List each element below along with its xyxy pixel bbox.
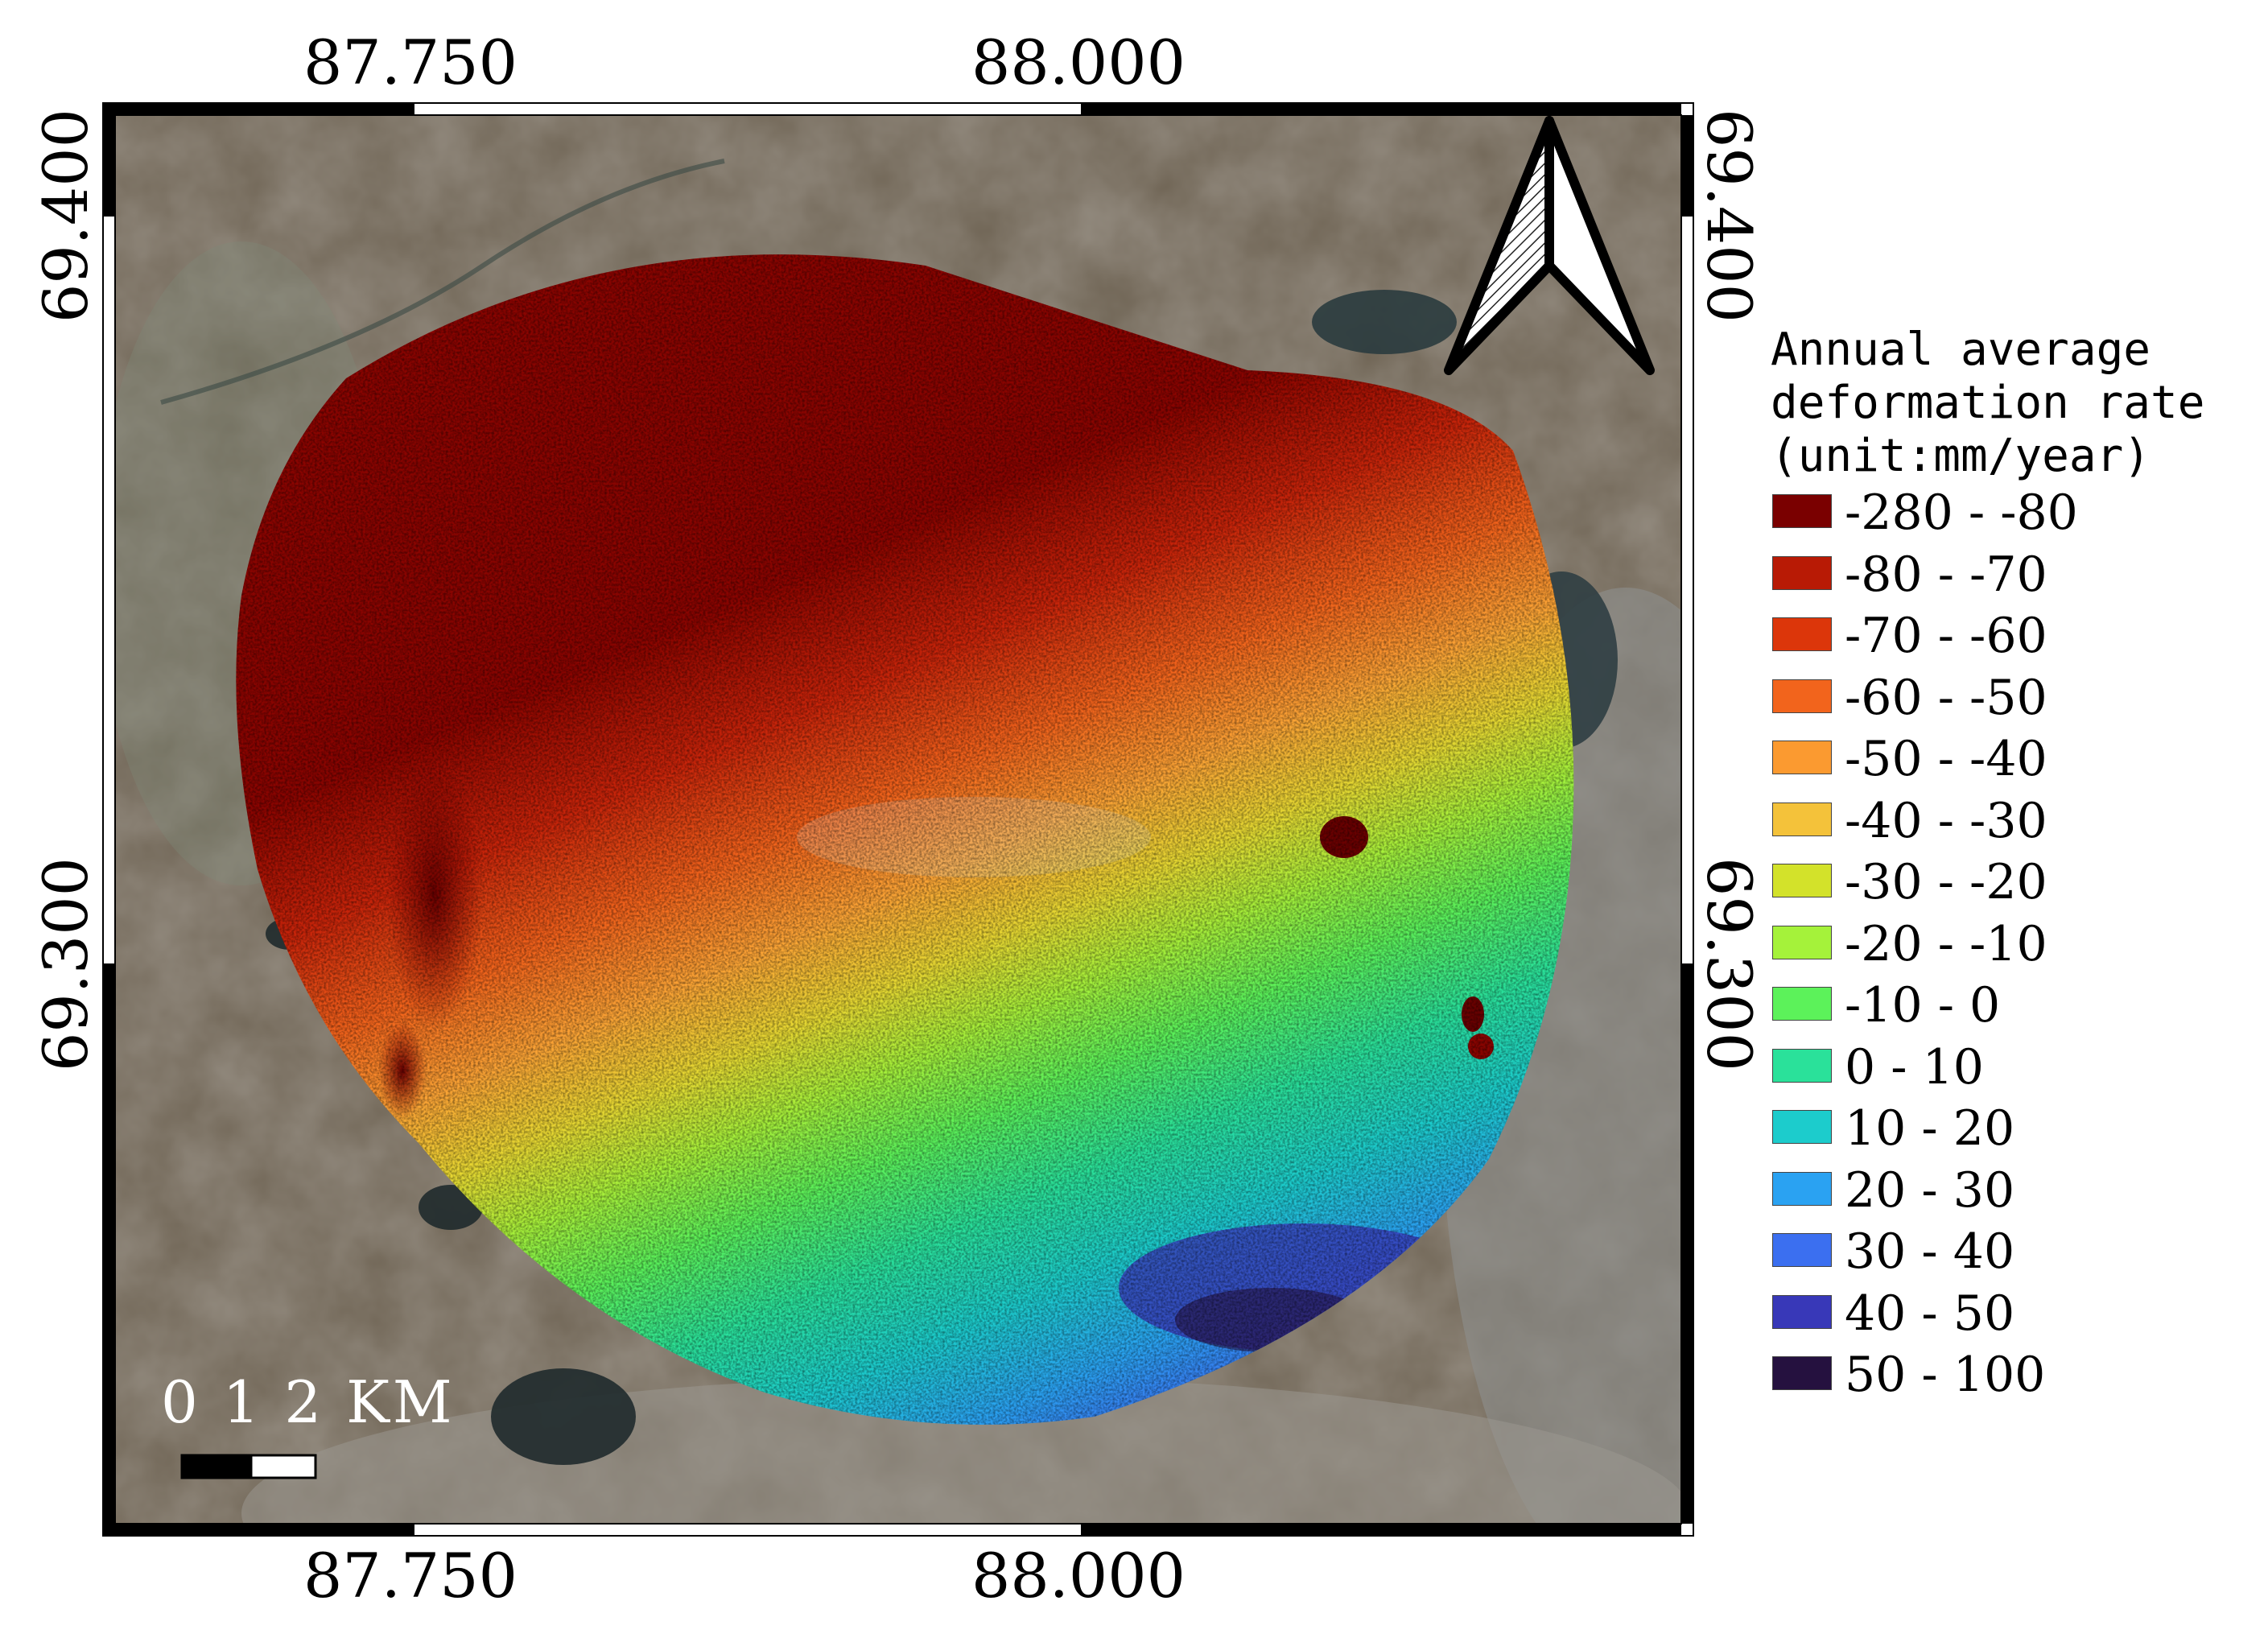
legend-item-label: -40 - -30 (1845, 792, 2047, 849)
legend-item-label: -30 - -20 (1845, 854, 2047, 910)
legend-items: -280 - -80 -80 - -70 -70 - -60 -60 - -50 -50… (1771, 485, 2262, 1403)
legend-item: -10 - 0 (1771, 977, 2254, 1034)
legend-item-label: -60 - -50 (1845, 669, 2047, 726)
left-tick-label: 69.300 (30, 857, 101, 1071)
legend-swatch (1772, 494, 1832, 528)
top-tick-label: 88.000 (971, 27, 1186, 98)
legend-swatch (1772, 802, 1832, 836)
right-tick-label: 69.400 (1693, 109, 1765, 323)
legend-item: 20 - 30 (1771, 1162, 2254, 1219)
legend-title-line: (unit:mm/year) (1771, 430, 2151, 482)
legend-item: -40 - -30 (1771, 793, 2254, 849)
legend-item: -30 - -20 (1771, 854, 2254, 910)
legend-item-label: 20 - 30 (1845, 1161, 2015, 1219)
legend-item: 50 - 100 (1771, 1347, 2254, 1403)
legend-swatch (1772, 1233, 1832, 1267)
map-frame (102, 102, 1694, 1537)
legend-swatch (1772, 555, 1832, 590)
legend-item-label: -280 - -80 (1845, 485, 2078, 541)
legend-item: -50 - -40 (1771, 731, 2254, 787)
legend-item-label: -50 - -40 (1845, 731, 2047, 787)
scale-bar-label: 0 1 2 KM (161, 1368, 456, 1436)
legend-item: 10 - 20 (1771, 1100, 2254, 1157)
legend-item: -60 - -50 (1771, 670, 2254, 726)
legend-item: 30 - 40 (1771, 1223, 2254, 1280)
legend-swatch (1772, 1356, 1832, 1390)
left-tick-label: 69.400 (30, 109, 101, 323)
legend-swatch (1772, 679, 1832, 713)
legend-item-label: 30 - 40 (1845, 1223, 2015, 1280)
legend-swatch (1772, 1110, 1832, 1144)
scale-bar (180, 1454, 317, 1479)
right-tick-label: 69.300 (1693, 857, 1765, 1071)
legend-item: -80 - -70 (1771, 547, 2254, 603)
legend-swatch (1772, 864, 1832, 897)
legend-item: -70 - -60 (1771, 608, 2254, 664)
legend-swatch (1772, 925, 1832, 959)
legend-item-label: 40 - 50 (1845, 1285, 2015, 1342)
top-tick-label: 87.750 (303, 27, 518, 98)
legend-item: -280 - -80 (1771, 485, 2254, 541)
north-arrow-icon (1444, 116, 1655, 375)
bottom-tick-label: 87.750 (303, 1540, 518, 1611)
legend-title-line: Annual average (1771, 324, 2151, 376)
bottom-tick-label: 88.000 (971, 1540, 1186, 1611)
legend-item: -20 - -10 (1771, 916, 2254, 972)
legend-item: 40 - 50 (1771, 1285, 2254, 1342)
legend-swatch (1772, 617, 1832, 651)
legend: Annual average deformation rate (unit:mm… (1771, 324, 2262, 1403)
legend-swatch (1772, 741, 1832, 774)
legend-item-label: 10 - 20 (1845, 1100, 2015, 1157)
legend-item-label: -10 - 0 (1845, 977, 2001, 1034)
legend-title-line: deformation rate (1771, 377, 2205, 429)
legend-item-label: 50 - 100 (1845, 1347, 2046, 1403)
legend-item-label: -80 - -70 (1845, 546, 2047, 603)
legend-item: 0 - 10 (1771, 1039, 2254, 1095)
legend-item-label: -20 - -10 (1845, 915, 2047, 972)
legend-item-label: -70 - -60 (1845, 608, 2047, 664)
legend-swatch (1772, 1171, 1832, 1206)
legend-swatch (1772, 1294, 1832, 1329)
legend-item-label: 0 - 10 (1845, 1038, 1984, 1095)
legend-swatch (1772, 1048, 1832, 1083)
legend-swatch (1772, 987, 1832, 1021)
